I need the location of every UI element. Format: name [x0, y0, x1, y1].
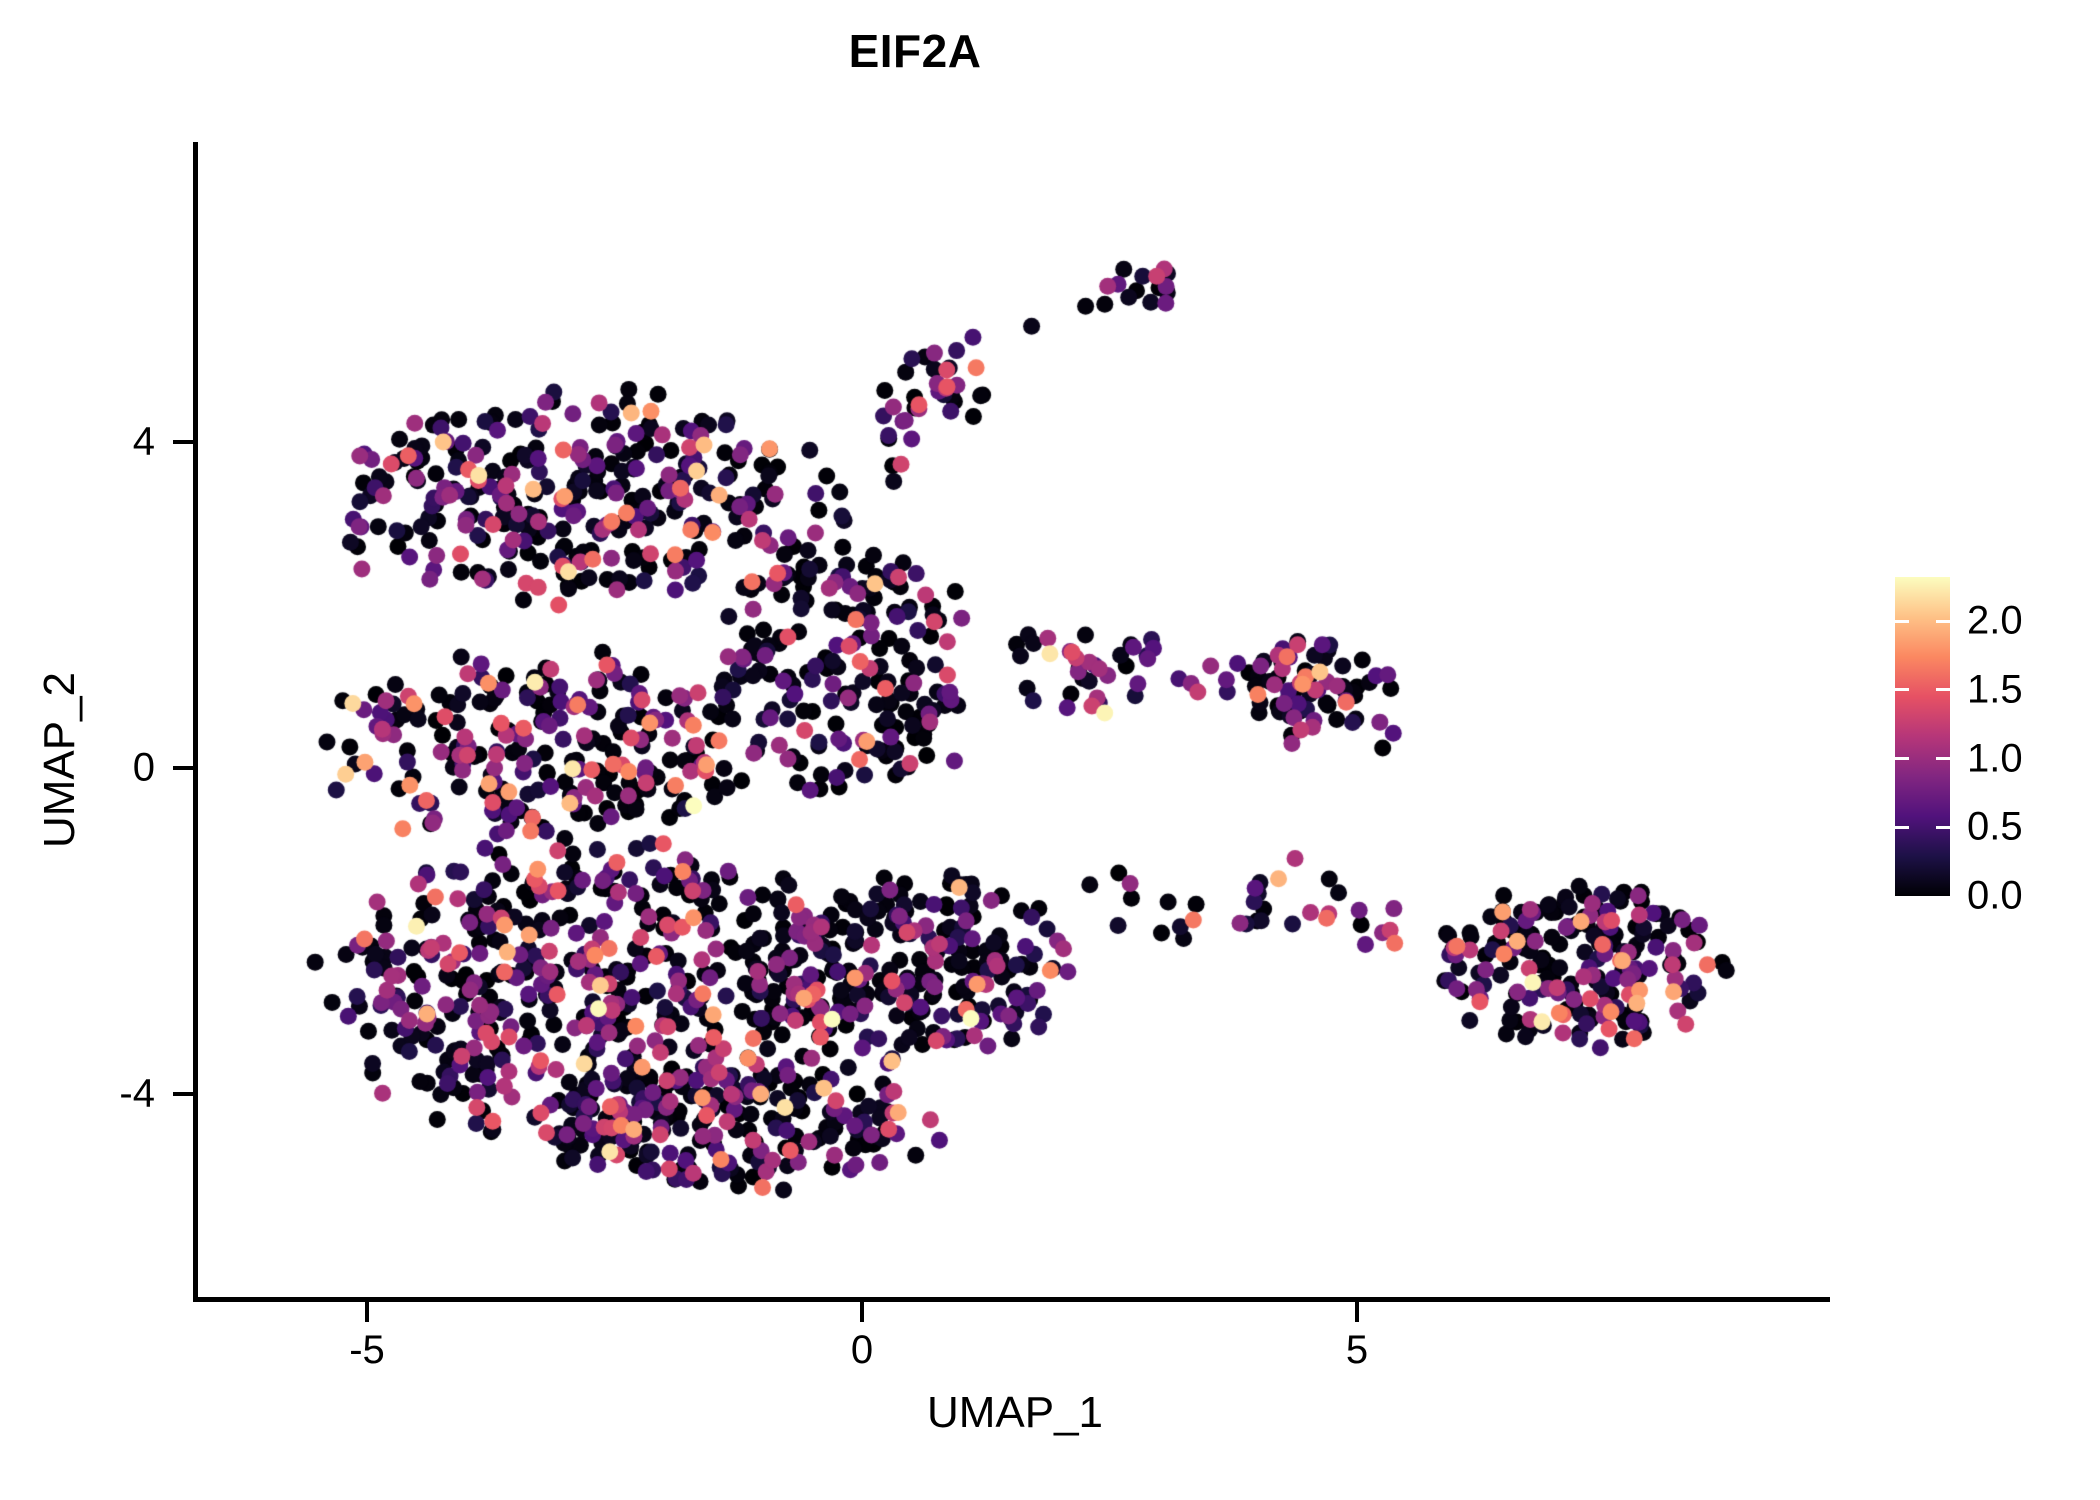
y-tick-label: -4 [119, 1071, 155, 1116]
colorbar-tick-label: 2.0 [1967, 598, 2023, 643]
x-axis-title: UMAP_1 [926, 1388, 1104, 1437]
y-tick-label: 0 [132, 745, 155, 790]
colorbar-tick-mark [1895, 619, 1950, 623]
page-title: EIF2A [848, 25, 982, 77]
y-tick-mark [173, 766, 193, 770]
colorbar-tick-mark [1895, 688, 1950, 692]
x-tick-mark [1355, 1302, 1359, 1322]
colorbar-tick-mark [1895, 757, 1950, 760]
x-axis-line [193, 1297, 1830, 1302]
x-tick-label: 0 [850, 1328, 874, 1372]
y-axis-line [193, 142, 198, 1302]
y-axis-title: UMAP_2 [35, 671, 84, 849]
x-tick-mark [365, 1302, 369, 1322]
colorbar-tick-label: 0.5 [1967, 804, 2023, 849]
colorbar-tick-mark [1895, 825, 1950, 829]
plot-panel [195, 142, 1830, 1300]
y-tick-label: 4 [132, 419, 155, 464]
colorbar-gradient [1895, 577, 1950, 896]
x-tick-label: -5 [349, 1328, 385, 1372]
x-tick-label: 5 [1345, 1328, 1369, 1372]
colorbar-legend: 2.0 1.5 1.0 0.5 0.0 [1895, 577, 2085, 918]
colorbar-tick-label: 0.0 [1967, 873, 2023, 918]
colorbar-tick-label: 1.0 [1967, 736, 2023, 780]
x-tick-mark [860, 1302, 864, 1322]
scatter-points-layer [195, 142, 1830, 1300]
y-tick-mark [173, 1092, 193, 1097]
colorbar-tick-label: 1.5 [1967, 667, 2023, 712]
y-tick-mark [173, 439, 193, 444]
